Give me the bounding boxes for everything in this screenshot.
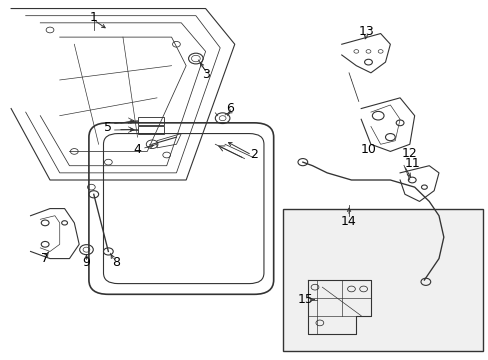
Bar [283, 208, 482, 351]
Bar [137, 126, 164, 134]
Text: 5: 5 [104, 121, 112, 134]
Text: 7: 7 [41, 252, 49, 265]
Text: 10: 10 [360, 143, 376, 156]
Text: 9: 9 [82, 256, 90, 269]
Text: 3: 3 [201, 68, 209, 81]
Text: 4: 4 [133, 143, 141, 156]
Text: 12: 12 [401, 147, 417, 160]
Text: 14: 14 [341, 215, 356, 228]
Bar [137, 117, 164, 125]
Text: 2: 2 [250, 148, 258, 162]
Text: 8: 8 [111, 256, 120, 269]
Text: 11: 11 [404, 157, 420, 170]
Text: 15: 15 [297, 293, 313, 306]
Text: 1: 1 [90, 11, 98, 24]
Text: 13: 13 [357, 25, 373, 38]
Text: 6: 6 [225, 102, 233, 115]
